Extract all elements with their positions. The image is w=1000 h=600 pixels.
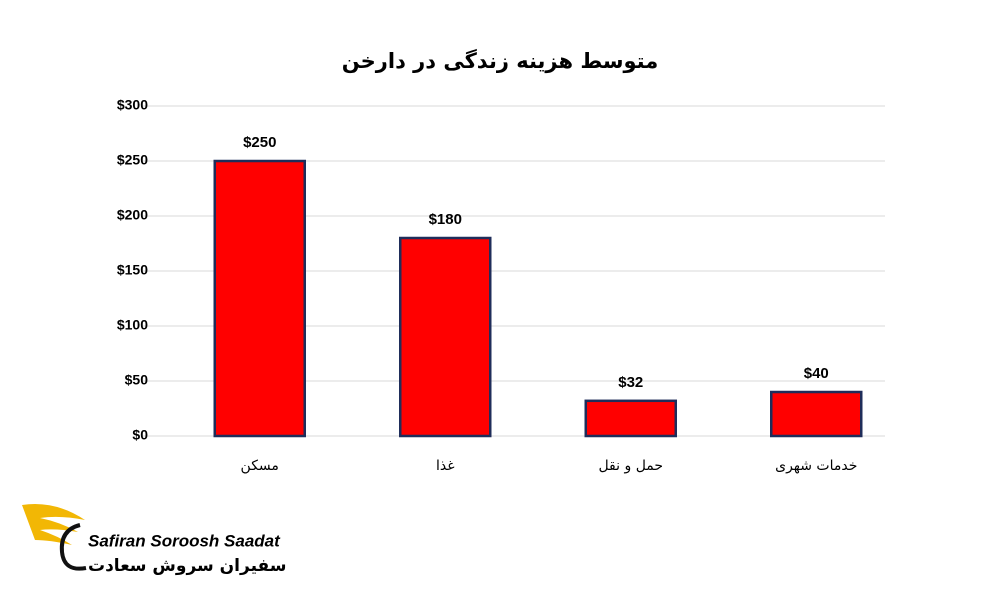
y-tick-label: $300	[117, 97, 148, 113]
value-label: $250	[243, 134, 276, 151]
y-tick-label: $250	[117, 152, 148, 168]
x-tick-label: حمل و نقل	[598, 458, 663, 474]
y-tick-label: $0	[132, 427, 148, 443]
chart-title: متوسط هزینه زندگی در دارخن	[342, 48, 658, 73]
x-tick-label: غذا	[436, 458, 455, 474]
y-tick-label: $100	[117, 317, 148, 333]
bar	[213, 159, 306, 438]
bar	[770, 390, 863, 438]
value-label: $180	[429, 211, 462, 228]
bar	[399, 236, 492, 438]
logo-persian: سفیران سروش سعادت	[88, 556, 286, 576]
logo: Safiran Soroosh Saadat سفیران سروش سعادت	[22, 504, 286, 576]
x-tick-label: خدمات شهری	[775, 458, 857, 474]
logo-latin: Safiran Soroosh Saadat	[88, 531, 281, 550]
logo-swoosh	[59, 523, 87, 571]
y-tick-label: $150	[117, 262, 148, 278]
y-tick-label: $200	[117, 207, 148, 223]
value-label: $40	[804, 365, 829, 382]
logo-wing	[22, 504, 85, 545]
x-tick-label: مسکن	[241, 458, 279, 474]
y-tick-label: $50	[125, 372, 149, 388]
value-label: $32	[618, 374, 643, 391]
bar	[584, 399, 677, 438]
